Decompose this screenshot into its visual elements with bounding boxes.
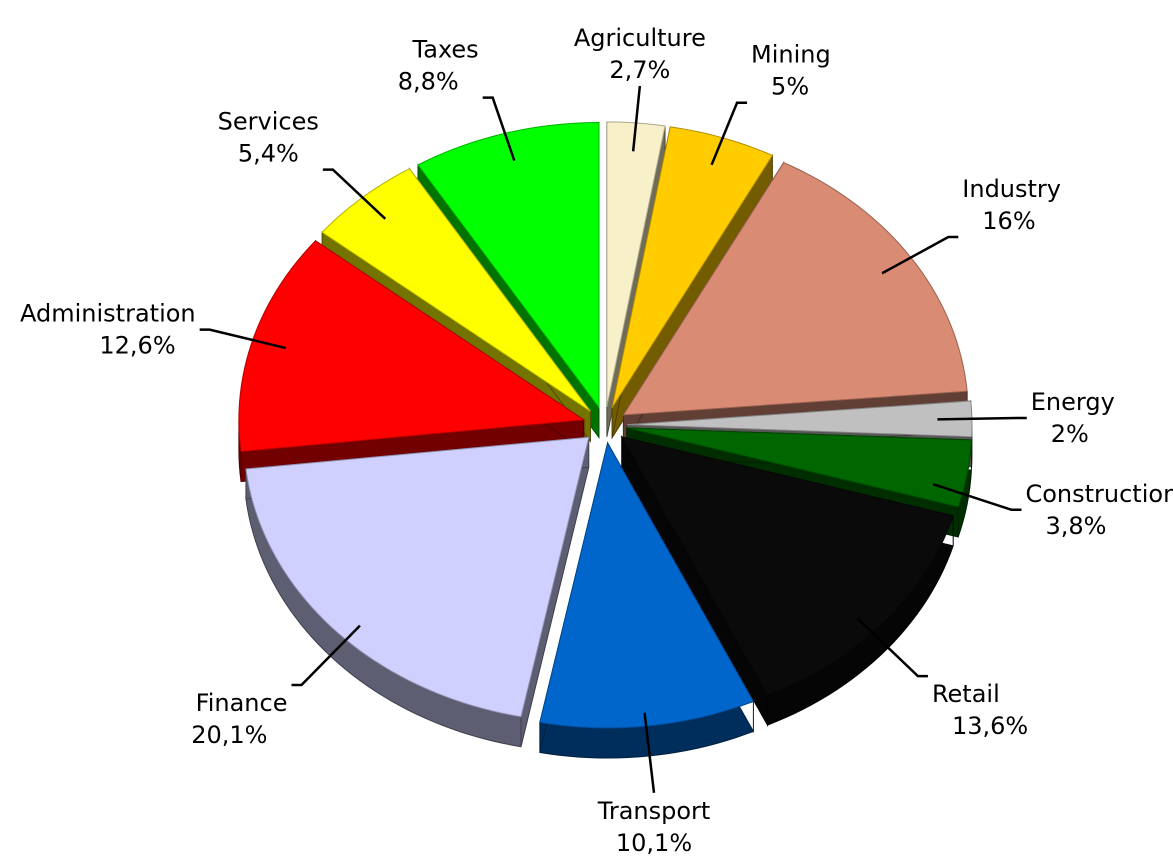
leader-line (643, 712, 656, 793)
leader-line (631, 85, 642, 152)
slice-value-label: 5,4% (238, 140, 299, 168)
leader-line (482, 96, 516, 162)
slice-label: Administration (20, 300, 196, 328)
leader-line (199, 328, 287, 350)
leader-line (937, 416, 1027, 421)
slice-label: Mining (751, 41, 831, 69)
slice (626, 427, 972, 508)
leader-line (932, 483, 1022, 512)
leader-line (710, 101, 748, 166)
slice-label: Energy (1031, 388, 1115, 416)
slice-label: Finance (196, 689, 288, 717)
leader-line (881, 235, 959, 275)
slice-value-label: 2% (1051, 420, 1089, 448)
slice-value-label: 8,8% (398, 68, 459, 96)
slice-label: Construction (1025, 480, 1173, 508)
slice-value-label: 20,1% (191, 721, 267, 749)
slice-value-label: 2,7% (609, 56, 670, 84)
slice (539, 441, 755, 729)
leader-line (291, 624, 361, 687)
slice (245, 436, 590, 718)
slice-value-label: 13,6% (952, 712, 1028, 740)
leader-line (856, 617, 928, 678)
slice-value-label: 3,8% (1045, 512, 1106, 540)
leader-line (322, 168, 387, 220)
slice-value-label: 5% (771, 73, 809, 101)
slice-label: Retail (932, 680, 1000, 708)
slice-value-label: 16% (982, 207, 1035, 235)
slice-label: Industry (962, 175, 1061, 203)
slice-label: Transport (597, 797, 711, 825)
slice-value-label: 10,1% (616, 829, 692, 856)
slice-label: Agriculture (574, 24, 706, 52)
slice-label: Services (218, 108, 319, 136)
slice-label: Taxes (412, 36, 479, 64)
slice-value-label: 12,6% (99, 332, 175, 360)
